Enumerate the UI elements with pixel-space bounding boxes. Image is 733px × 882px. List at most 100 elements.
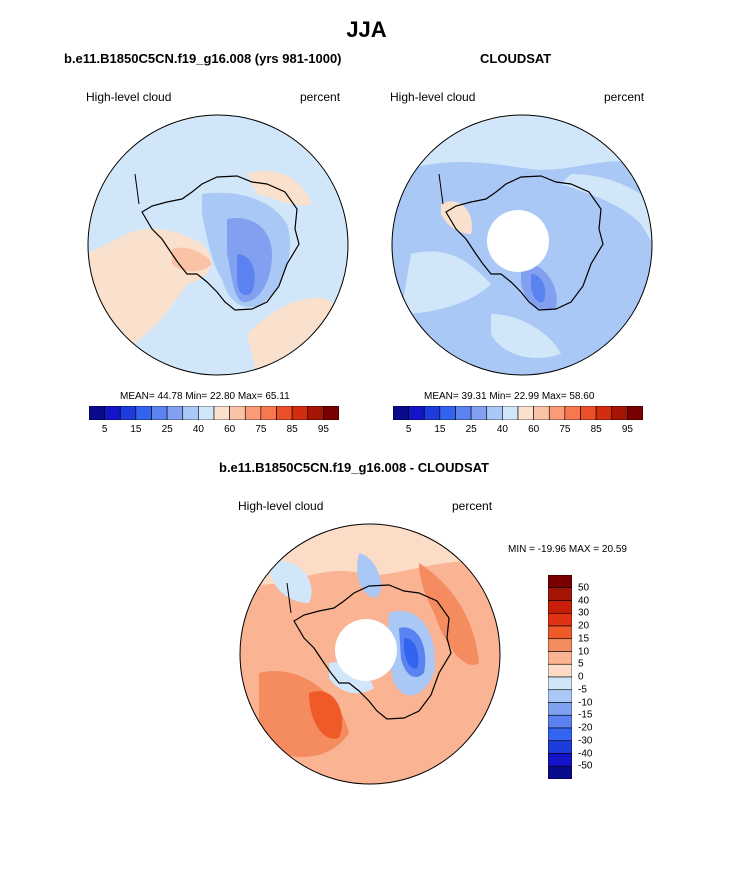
colorbar-tick-label: 40 <box>192 424 204 435</box>
colorbar-swatch <box>580 406 597 420</box>
colorbar-swatch <box>229 406 246 420</box>
colorbar-swatch <box>307 406 324 420</box>
colorbar-swatch <box>291 406 309 420</box>
model-units-label: percent <box>300 90 341 104</box>
obs-peninsula-coast <box>438 173 444 205</box>
colorbar-swatch <box>166 406 184 420</box>
colorbar-tick-label: -5 <box>578 684 587 696</box>
colorbar-swatch <box>276 406 293 420</box>
colorbar-swatch <box>548 663 572 678</box>
colorbar-tick-label: 40 <box>578 595 590 606</box>
colorbar-swatch <box>548 702 572 716</box>
colorbar-swatch <box>408 406 425 420</box>
colorbar-swatch <box>627 406 643 420</box>
diff-missing-data-hole <box>335 619 397 681</box>
colorbar-swatch <box>611 406 628 420</box>
colorbar-tick-label: 85 <box>286 424 298 435</box>
colorbar-tick-label: -30 <box>578 735 593 747</box>
diff-variable-label: High-level cloud <box>238 499 324 513</box>
diff-panel-title: b.e11.B1850C5CN.f19_g16.008 - CLOUDSAT <box>219 460 489 475</box>
colorbar-tick-label: 95 <box>317 424 329 435</box>
diff-units-label: percent <box>452 499 493 513</box>
colorbar-tick-label: 15 <box>130 424 142 435</box>
diff-map-border <box>239 523 501 785</box>
colorbar-swatch <box>548 625 572 640</box>
figure-title: JJA <box>346 17 387 42</box>
diff-stats: MIN = -19.96 MAX = 20.59 <box>508 544 627 555</box>
colorbar-tick-label: 75 <box>255 424 267 435</box>
colorbar-swatch <box>548 612 572 627</box>
colorbar-swatch <box>548 765 572 779</box>
colorbar-swatch <box>323 406 339 420</box>
colorbar-swatch <box>548 638 572 652</box>
obs-units-label: percent <box>604 90 645 104</box>
obs-variable-label: High-level cloud <box>390 90 476 104</box>
model-coastline <box>141 175 300 311</box>
colorbar-swatch <box>548 727 572 742</box>
colorbar-tick-label: -40 <box>578 748 593 759</box>
colorbar-swatch <box>595 406 613 420</box>
colorbar-swatch <box>548 575 572 589</box>
colorbar-swatch <box>486 406 503 420</box>
obs-panel-title: CLOUDSAT <box>480 51 552 66</box>
obs-colorbar <box>393 406 643 420</box>
colorbar-swatch <box>548 753 572 767</box>
colorbar-swatch <box>119 406 137 420</box>
colorbar-swatch <box>564 406 581 420</box>
model-colorbar-ticks: 5 15 25 40 60 75 85 95 <box>89 424 339 438</box>
colorbar-swatch <box>198 406 215 420</box>
colorbar-swatch <box>213 406 230 420</box>
colorbar-swatch <box>548 676 572 691</box>
colorbar-tick-label: 85 <box>590 424 602 435</box>
colorbar-tick-label: 20 <box>578 620 590 632</box>
colorbar-swatch <box>455 406 472 420</box>
obs-map-border <box>391 114 653 376</box>
colorbar-swatch <box>533 406 550 420</box>
colorbar-tick-label: 60 <box>224 424 236 435</box>
obs-coastline <box>445 175 604 311</box>
diff-colorbar <box>548 575 572 779</box>
model-panel-title: b.e11.B1850C5CN.f19_g16.008 (yrs 981-100… <box>64 51 342 66</box>
colorbar-swatch <box>548 600 572 614</box>
colorbar-swatch <box>260 406 277 420</box>
colorbar-swatch <box>182 406 199 420</box>
model-variable-label: High-level cloud <box>86 90 172 104</box>
model-colorbar <box>89 406 339 420</box>
model-polar-map <box>87 114 349 376</box>
colorbar-swatch <box>548 651 572 665</box>
colorbar-swatch <box>151 406 168 420</box>
colorbar-swatch <box>548 714 572 729</box>
colorbar-swatch <box>502 406 519 420</box>
colorbar-tick-label: 0 <box>578 671 584 683</box>
colorbar-tick-label: -20 <box>578 722 593 734</box>
colorbar-swatch <box>548 689 572 703</box>
colorbar-swatch <box>135 406 152 420</box>
colorbar-swatch <box>439 406 456 420</box>
colorbar-tick-label: 95 <box>621 424 633 435</box>
colorbar-tick-label: 15 <box>578 633 590 645</box>
model-stats: MEAN= 44.78 Min= 22.80 Max= 65.11 <box>120 391 290 402</box>
colorbar-swatch <box>244 406 262 420</box>
obs-missing-data-hole <box>487 210 549 272</box>
colorbar-tick-label: 50 <box>578 582 590 594</box>
obs-stats: MEAN= 39.31 Min= 22.99 Max= 58.60 <box>424 391 595 402</box>
colorbar-swatch <box>548 587 572 601</box>
colorbar-tick-label: 25 <box>161 424 173 435</box>
colorbar-tick-label: 5 <box>101 424 108 435</box>
diff-peninsula-coast <box>286 582 292 614</box>
colorbar-swatch <box>104 406 121 420</box>
colorbar-swatch <box>470 406 488 420</box>
colorbar-swatch <box>548 740 572 754</box>
diff-polar-map <box>239 523 501 785</box>
model-map-border <box>87 114 349 376</box>
colorbar-tick-label: 75 <box>559 424 571 435</box>
colorbar-swatch <box>423 406 441 420</box>
diff-colorbar-ticks: 50 40 30 20 15 10 5 0 -5 -10 -15 -20 -30 -40 -50 <box>578 575 618 779</box>
model-cloud-field <box>88 115 348 375</box>
colorbar-swatch <box>548 406 566 420</box>
colorbar-tick-label: 40 <box>496 424 508 435</box>
colorbar-tick-label: -10 <box>578 697 593 708</box>
colorbar-tick-label: 25 <box>465 424 477 435</box>
model-peninsula-coast <box>134 173 140 205</box>
colorbar-tick-label: 5 <box>578 658 584 670</box>
